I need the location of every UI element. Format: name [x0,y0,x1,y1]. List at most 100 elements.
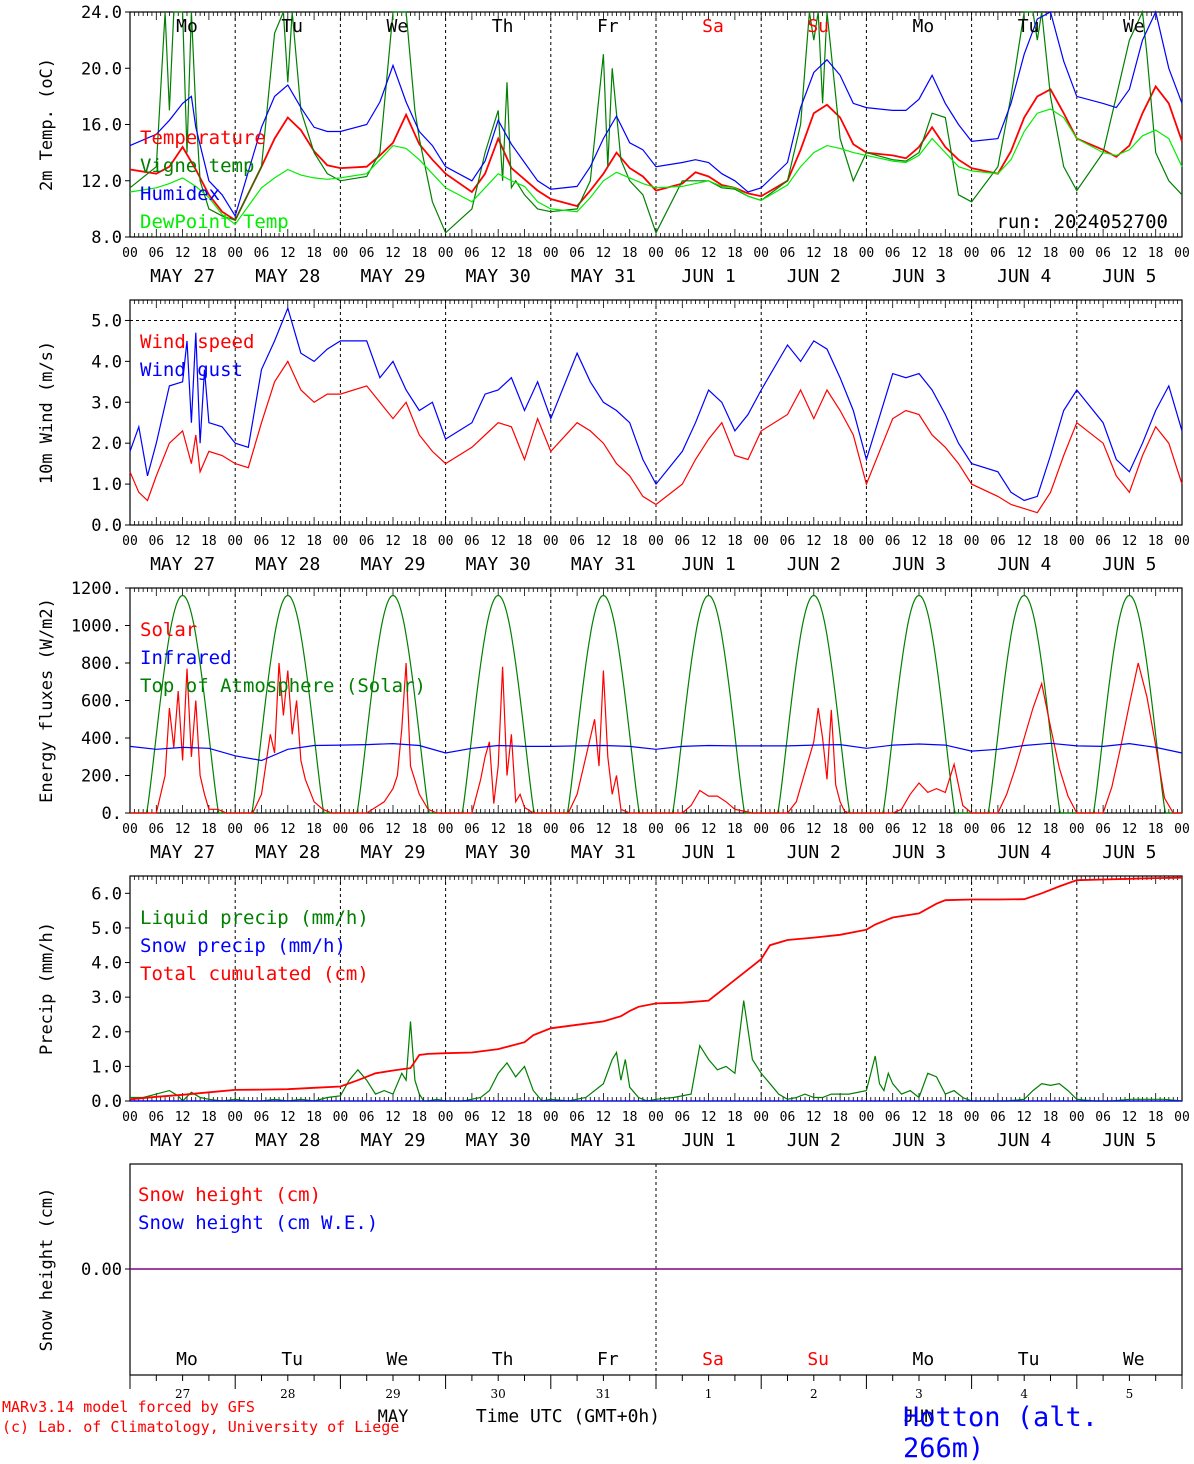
day-number-label: 3 [915,1387,923,1401]
hour-tick-label: 00 [543,534,559,549]
hour-tick-label: 12 [1122,822,1138,837]
hour-tick-label: 18 [517,246,533,261]
weekday-label: Sa [702,1349,724,1370]
date-label: MAY 27 [150,842,215,863]
hour-tick-label: 12 [490,1110,506,1125]
hour-tick-label: 18 [411,534,427,549]
humidex-line [129,10,1183,218]
day-number-label: 2 [810,1387,818,1401]
y-tick-label: 4.0 [91,352,122,372]
hour-tick-label: 12 [490,822,506,837]
weekday-label: Fr [597,1349,619,1370]
y-tick-label: 0.0 [91,1092,122,1112]
plot-frame-1 [129,11,1183,238]
hour-tick-label: 18 [517,1110,533,1125]
hour-tick-label: 00 [1174,1110,1190,1125]
hour-tick-label: 18 [832,534,848,549]
date-label: MAY 31 [571,266,636,287]
cumulated-precip-line [129,876,1183,1101]
date-label: MAY 27 [150,266,215,287]
legend-entry: Humidex [140,183,220,205]
date-label: MAY 28 [255,1130,320,1151]
date-label: JUN 1 [682,1130,736,1151]
hour-tick-label: 18 [411,246,427,261]
legend-entry: Solar [140,619,197,641]
y-axis-label-5: Snow height (cm) [37,1188,57,1352]
hour-tick-label: 00 [964,1110,980,1125]
hour-tick-label: 12 [596,822,612,837]
legend-entry: Wind gust [140,359,243,381]
y-tick-label: 24.0 [81,3,122,23]
date-label: JUN 1 [682,266,736,287]
weekday-label: Th [492,16,514,37]
date-label: JUN 5 [1102,554,1156,575]
hour-tick-label: 00 [753,822,769,837]
hour-tick-label: 12 [1122,534,1138,549]
day-number-label: 29 [385,1387,400,1401]
hour-tick-label: 18 [411,1110,427,1125]
hour-tick-label: 00 [648,822,664,837]
hour-tick-label: 00 [333,822,349,837]
day-number-label: 5 [1126,1387,1134,1401]
hour-tick-label: 12 [1016,1110,1032,1125]
hour-tick-label: 00 [122,1110,138,1125]
hour-tick-label: 18 [517,534,533,549]
weekday-label: Tu [281,16,303,37]
hour-tick-label: 18 [1043,1110,1059,1125]
hour-tick-label: 18 [832,246,848,261]
legend-entry: Vigne temp [140,155,254,177]
date-label: MAY 29 [360,842,425,863]
weekday-label: Mo [913,1349,935,1370]
hour-tick-label: 18 [832,1110,848,1125]
hour-tick-label: 00 [648,246,664,261]
hour-tick-label: 00 [859,246,875,261]
hour-tick-label: 12 [596,1110,612,1125]
hour-tick-label: 06 [674,534,690,549]
hour-tick-label: 06 [674,1110,690,1125]
hour-tick-label: 00 [438,534,454,549]
weekday-label: Su [807,1349,829,1370]
hour-tick-label: 00 [227,246,243,261]
y-tick-label: 2.0 [91,1023,122,1043]
day-number-label: 27 [175,1387,190,1401]
date-label: JUN 2 [787,842,841,863]
hour-tick-label: 06 [569,534,585,549]
y-tick-label: 200. [81,767,122,787]
month-label: JUN [904,1407,935,1427]
hour-tick-label: 12 [175,822,191,837]
hour-tick-label: 06 [1095,246,1111,261]
weekday-label: We [387,16,409,37]
hour-tick-label: 12 [806,1110,822,1125]
day-number-label: 28 [280,1387,295,1401]
hour-tick-label: 06 [464,534,480,549]
solar-line [130,662,1182,814]
hour-tick-label: 12 [701,534,717,549]
hour-tick-label: 12 [596,246,612,261]
hour-tick-label: 06 [254,534,270,549]
hour-tick-label: 06 [569,1110,585,1125]
y-tick-label: 4.0 [91,954,122,974]
hour-tick-label: 18 [1043,822,1059,837]
hour-tick-label: 00 [964,534,980,549]
hour-tick-label: 00 [859,534,875,549]
hour-tick-label: 06 [464,246,480,261]
legend-entry: Infrared [140,647,232,669]
hour-tick-label: 18 [306,246,322,261]
date-label: MAY 29 [360,1130,425,1151]
hour-tick-label: 06 [885,1110,901,1125]
date-label: JUN 4 [997,266,1051,287]
weekday-label: Su [807,16,829,37]
y-tick-label: 2.0 [91,434,122,454]
hour-tick-label: 00 [1069,534,1085,549]
hour-tick-label: 06 [674,246,690,261]
hour-tick-label: 18 [937,534,953,549]
date-label: MAY 30 [466,266,531,287]
hour-tick-label: 18 [622,534,638,549]
hour-tick-label: 18 [1043,246,1059,261]
y-axis-label-2: 10m Wind (m/s) [37,341,57,484]
day-number-label: 30 [491,1387,506,1401]
legend-entry: Liquid precip (mm/h) [140,907,369,929]
hour-tick-label: 00 [753,1110,769,1125]
weekday-label: Th [492,1349,514,1370]
